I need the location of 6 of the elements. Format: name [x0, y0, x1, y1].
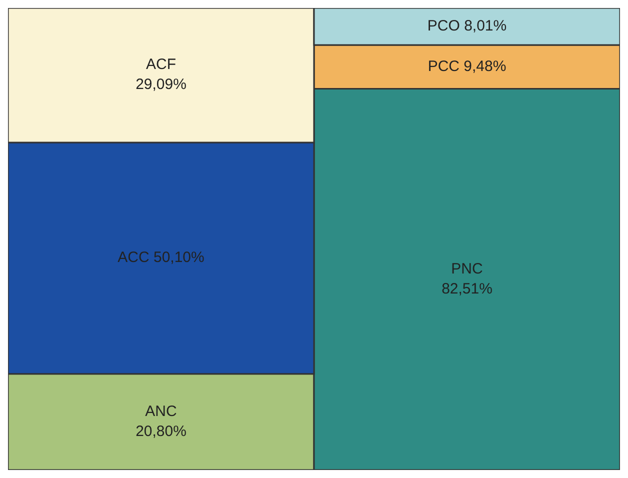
data-label: ACC 50,10% — [118, 249, 204, 266]
data-label: ACF 29,09% — [136, 56, 186, 94]
data-label: PCC 9,48% — [428, 58, 506, 75]
data-label: ANC 20,80% — [136, 402, 186, 440]
data-label: PCO 8,01% — [427, 17, 507, 34]
data-label: PNC 82,51% — [442, 260, 492, 298]
